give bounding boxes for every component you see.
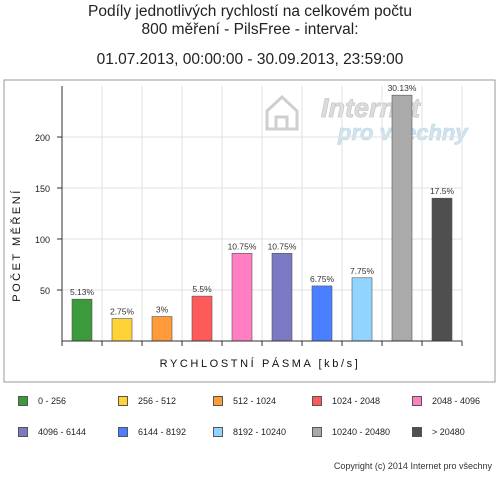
bar-7 <box>311 285 333 342</box>
bar-4 <box>191 295 213 342</box>
legend-label: 1024 - 2048 <box>332 396 381 406</box>
bar-value-label: 2.75% <box>110 307 135 317</box>
legend-label: 512 - 1024 <box>233 396 277 406</box>
bar-3 <box>151 316 173 342</box>
legend-swatch <box>412 396 422 406</box>
legend-swatch <box>118 396 128 406</box>
legend-swatch <box>412 427 422 437</box>
copyright-notice: Copyright (c) 2014 Internet pro všechny <box>333 461 492 471</box>
legend-label: 8192 - 10240 <box>233 427 287 437</box>
x-axis-label: RYCHLOSTNÍ PÁSMA [kb/s] <box>160 357 361 370</box>
bar-1 <box>71 298 93 342</box>
chart-title-interval: 01.07.2013, 00:00:00 - 30.09.2013, 23:59… <box>96 51 404 68</box>
y-axis: 50 100 150 200 <box>35 86 63 341</box>
legend-label: 4096 - 6144 <box>38 427 87 437</box>
legend-label: 6144 - 8192 <box>138 427 187 437</box>
bar-2 <box>111 318 133 342</box>
legend-swatch <box>118 427 128 437</box>
y-tick-label: 50 <box>40 286 50 296</box>
chart-title-line-2: 800 měření - PilsFree - interval: <box>141 21 359 38</box>
y-tick-label: 200 <box>35 133 50 143</box>
y-tick-label: 100 <box>35 235 50 245</box>
bar-value-label: 3% <box>156 305 169 315</box>
y-axis-label: POČET MĚŘENÍ <box>10 188 23 302</box>
legend-swatch <box>18 427 28 437</box>
bar-10 <box>431 197 453 342</box>
legend-label: > 20480 <box>432 427 465 437</box>
house-icon <box>265 94 299 131</box>
bar-8 <box>351 277 373 342</box>
bar-value-label: 10.75% <box>228 241 257 251</box>
legend-swatch <box>213 427 223 437</box>
bars: 5.13% 2.75% 3% 5.5% 10.75% 10.75% 6.75% 7.75% 30… <box>70 83 455 342</box>
legend-label: 256 - 512 <box>138 396 177 406</box>
bar-value-label: 30.13% <box>388 83 417 93</box>
bar-5 <box>231 252 253 342</box>
legend-swatch <box>18 396 28 406</box>
bar-9 <box>391 94 413 342</box>
legend-label: 10240 - 20480 <box>332 427 391 437</box>
legend-swatch <box>312 396 322 406</box>
legend-label: 2048 - 4096 <box>432 396 481 406</box>
bar-value-label: 10.75% <box>268 241 297 251</box>
bar-6 <box>271 252 293 342</box>
bar-value-label: 5.5% <box>192 284 212 294</box>
chart-title-line-1: Podíly jednotlivých rychlostí na celkové… <box>88 3 412 20</box>
bar-value-label: 6.75% <box>310 274 335 284</box>
y-tick-label: 150 <box>35 184 50 194</box>
legend-swatch <box>213 396 223 406</box>
x-axis <box>61 340 463 346</box>
bar-value-label: 5.13% <box>70 287 95 297</box>
bar-value-label: 17.5% <box>430 186 455 196</box>
bar-value-label: 7.75% <box>350 266 375 276</box>
legend-swatch <box>312 427 322 437</box>
legend-label: 0 - 256 <box>38 396 67 406</box>
